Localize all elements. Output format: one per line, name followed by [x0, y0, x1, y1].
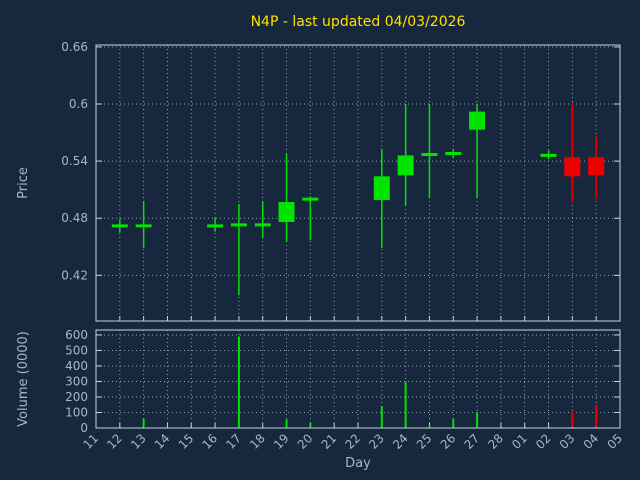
candle-body [397, 155, 414, 176]
x-tick-label: 19 [271, 431, 292, 452]
price-tick-label: 0.48 [61, 211, 88, 225]
x-tick-label: 24 [390, 431, 411, 452]
x-tick-label: 26 [438, 431, 459, 452]
volume-tick-label: 100 [65, 405, 88, 419]
x-tick-label: 17 [223, 431, 244, 452]
candle-body [469, 111, 486, 130]
x-tick-label: 01 [509, 431, 530, 452]
volume-tick-label: 600 [65, 328, 88, 342]
x-tick-label: 28 [485, 431, 506, 452]
candle-body [588, 157, 605, 176]
x-tick-label: 03 [557, 431, 578, 452]
x-tick-label: 15 [176, 431, 197, 452]
x-tick-label: 14 [152, 431, 173, 452]
candle-body [564, 157, 581, 177]
price-tick-label: 0.66 [61, 40, 88, 54]
x-tick-label: 18 [247, 431, 268, 452]
price-tick-label: 0.42 [61, 268, 88, 282]
volume-plot-border [95, 329, 621, 429]
x-tick-label: 27 [462, 431, 483, 452]
x-tick-label: 20 [295, 431, 316, 452]
chart-title: N4P - last updated 04/03/2026 [251, 14, 466, 30]
volume-tick-label: 300 [65, 374, 88, 388]
x-tick-label: 12 [104, 431, 125, 452]
x-tick-label: 05 [604, 431, 625, 452]
volume-tick-label: 500 [65, 343, 88, 357]
x-tick-label: 13 [128, 431, 149, 452]
x-tick-label: 21 [319, 431, 340, 452]
x-tick-label: 25 [414, 431, 435, 452]
volume-tick-label: 400 [65, 359, 88, 373]
candle-body [373, 176, 390, 201]
x-tick-label: 04 [581, 431, 602, 452]
x-axis-label: Day [345, 456, 371, 471]
x-tick-label: 16 [200, 431, 221, 452]
price-plot-border [95, 44, 621, 322]
price-tick-label: 0.6 [69, 97, 88, 111]
x-tick-label: 22 [342, 431, 363, 452]
volume-axis-label: Volume (0000) [16, 331, 31, 427]
price-axis-label: Price [16, 167, 31, 199]
price-tick-label: 0.54 [61, 154, 88, 168]
x-tick-label: 02 [533, 431, 554, 452]
volume-tick-label: 0 [80, 421, 88, 435]
x-tick-label: 23 [366, 431, 387, 452]
volume-tick-label: 200 [65, 390, 88, 404]
candle-body [278, 202, 295, 223]
